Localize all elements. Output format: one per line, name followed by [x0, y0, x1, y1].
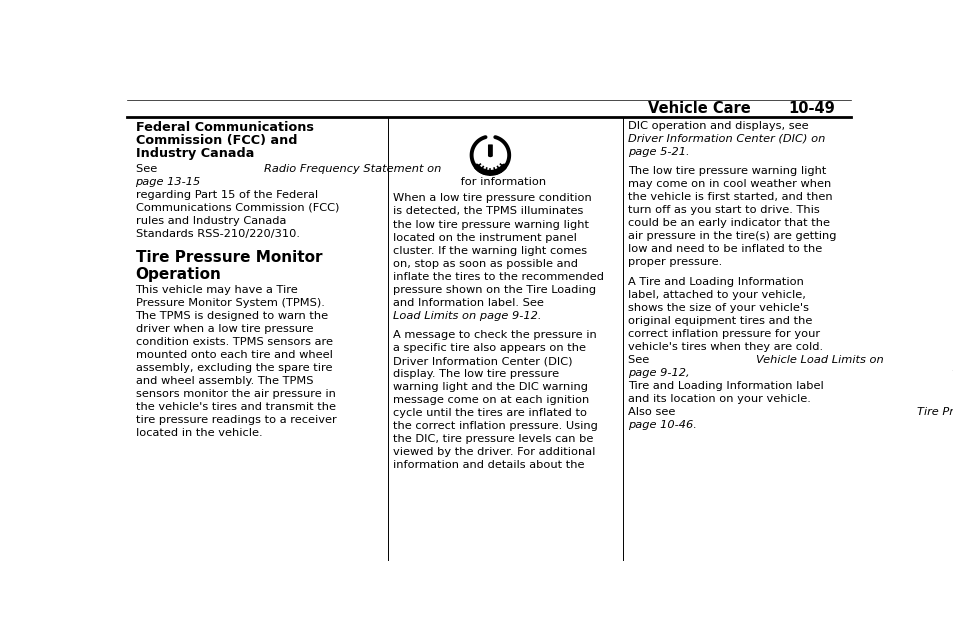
Text: Pressure Monitor System (TPMS).: Pressure Monitor System (TPMS).: [135, 298, 324, 308]
Text: cluster. If the warning light comes: cluster. If the warning light comes: [393, 246, 586, 256]
Text: Operation: Operation: [135, 267, 221, 282]
Text: Communications Commission (FCC): Communications Commission (FCC): [135, 203, 338, 213]
Text: message come on at each ignition: message come on at each ignition: [393, 396, 588, 405]
Text: Tire Pressure Monitor: Tire Pressure Monitor: [135, 249, 322, 265]
Text: The low tire pressure warning light: The low tire pressure warning light: [627, 167, 825, 176]
Circle shape: [488, 155, 492, 157]
Text: Commission (FCC) and: Commission (FCC) and: [135, 134, 296, 147]
Text: the correct inflation pressure. Using: the correct inflation pressure. Using: [393, 421, 598, 431]
Text: tire pressure readings to a receiver: tire pressure readings to a receiver: [135, 415, 335, 425]
Text: Also see: Also see: [627, 407, 679, 417]
Text: vehicle's tires when they are cold.: vehicle's tires when they are cold.: [627, 342, 822, 352]
Text: information and details about the: information and details about the: [393, 461, 583, 470]
Text: When a low tire pressure condition: When a low tire pressure condition: [393, 193, 591, 204]
Text: is detected, the TPMS illuminates: is detected, the TPMS illuminates: [393, 207, 582, 216]
Text: See: See: [627, 355, 652, 365]
Text: sensors monitor the air pressure in: sensors monitor the air pressure in: [135, 389, 335, 399]
Text: Industry Canada: Industry Canada: [135, 147, 253, 160]
Text: warning light and the DIC warning: warning light and the DIC warning: [393, 382, 587, 392]
Text: the vehicle's tires and transmit the: the vehicle's tires and transmit the: [135, 402, 335, 412]
Text: the low tire pressure warning light: the low tire pressure warning light: [393, 219, 588, 230]
Text: and Information label. See: and Information label. See: [393, 297, 547, 308]
Text: display. The low tire pressure: display. The low tire pressure: [393, 369, 558, 379]
Text: Vehicle Load Limits on: Vehicle Load Limits on: [756, 355, 883, 365]
Text: Driver Information Center (DIC) on: Driver Information Center (DIC) on: [627, 134, 824, 144]
Text: low and need to be inflated to the: low and need to be inflated to the: [627, 244, 821, 255]
Text: for information: for information: [456, 177, 545, 187]
Text: mounted onto each tire and wheel: mounted onto each tire and wheel: [135, 350, 332, 360]
Text: page 9-12,: page 9-12,: [627, 368, 689, 378]
Text: page 5-21.: page 5-21.: [627, 147, 689, 157]
Text: The TPMS is designed to warn the: The TPMS is designed to warn the: [135, 311, 328, 321]
FancyBboxPatch shape: [488, 144, 493, 156]
Text: on, stop as soon as possible and: on, stop as soon as possible and: [393, 258, 578, 269]
Text: Tire and Loading Information label: Tire and Loading Information label: [627, 381, 822, 391]
Text: page 10-46.: page 10-46.: [627, 420, 696, 430]
Text: A message to check the pressure in: A message to check the pressure in: [393, 330, 596, 340]
Text: assembly, excluding the spare tire: assembly, excluding the spare tire: [135, 363, 332, 373]
Text: inflate the tires to the recommended: inflate the tires to the recommended: [393, 272, 603, 281]
Text: the DIC, tire pressure levels can be: the DIC, tire pressure levels can be: [393, 434, 593, 444]
Text: located on the instrument panel: located on the instrument panel: [393, 232, 576, 242]
Text: could be an early indicator that the: could be an early indicator that the: [627, 218, 829, 228]
Text: for an example of the: for an example of the: [948, 368, 953, 378]
Text: Standards RSS-210/220/310.: Standards RSS-210/220/310.: [135, 229, 299, 239]
Text: and wheel assembly. The TPMS: and wheel assembly. The TPMS: [135, 376, 313, 386]
Text: Driver Information Center (DIC): Driver Information Center (DIC): [393, 356, 572, 366]
Text: Load Limits on page 9-12.: Load Limits on page 9-12.: [393, 311, 540, 321]
Text: air pressure in the tire(s) are getting: air pressure in the tire(s) are getting: [627, 232, 836, 241]
Text: viewed by the driver. For additional: viewed by the driver. For additional: [393, 447, 595, 457]
Text: turn off as you start to drive. This: turn off as you start to drive. This: [627, 205, 819, 216]
Text: Federal Communications: Federal Communications: [135, 121, 314, 134]
Text: proper pressure.: proper pressure.: [627, 258, 721, 267]
Text: page 13-15: page 13-15: [135, 177, 200, 187]
Text: condition exists. TPMS sensors are: condition exists. TPMS sensors are: [135, 337, 333, 347]
Text: DIC operation and displays, see: DIC operation and displays, see: [627, 121, 808, 131]
Text: 10-49: 10-49: [787, 101, 834, 115]
Text: A Tire and Loading Information: A Tire and Loading Information: [627, 277, 803, 287]
Text: and its location on your vehicle.: and its location on your vehicle.: [627, 394, 810, 404]
Text: See: See: [135, 164, 160, 174]
Text: original equipment tires and the: original equipment tires and the: [627, 316, 811, 326]
Text: pressure shown on the Tire Loading: pressure shown on the Tire Loading: [393, 285, 596, 295]
Text: regarding Part 15 of the Federal: regarding Part 15 of the Federal: [135, 189, 317, 200]
Text: correct inflation pressure for your: correct inflation pressure for your: [627, 329, 820, 339]
Text: a specific tire also appears on the: a specific tire also appears on the: [393, 343, 585, 353]
Text: located in the vehicle.: located in the vehicle.: [135, 428, 262, 438]
Text: rules and Industry Canada: rules and Industry Canada: [135, 216, 286, 226]
Text: This vehicle may have a Tire: This vehicle may have a Tire: [135, 285, 298, 295]
Text: Vehicle Care: Vehicle Care: [647, 101, 750, 115]
Text: driver when a low tire pressure: driver when a low tire pressure: [135, 324, 313, 334]
Text: cycle until the tires are inflated to: cycle until the tires are inflated to: [393, 408, 586, 419]
Text: label, attached to your vehicle,: label, attached to your vehicle,: [627, 290, 805, 300]
Text: Tire Pressure on: Tire Pressure on: [916, 407, 953, 417]
Text: Radio Frequency Statement on: Radio Frequency Statement on: [264, 164, 441, 174]
Text: shows the size of your vehicle's: shows the size of your vehicle's: [627, 303, 808, 313]
Text: the vehicle is first started, and then: the vehicle is first started, and then: [627, 193, 832, 202]
Text: may come on in cool weather when: may come on in cool weather when: [627, 179, 830, 189]
